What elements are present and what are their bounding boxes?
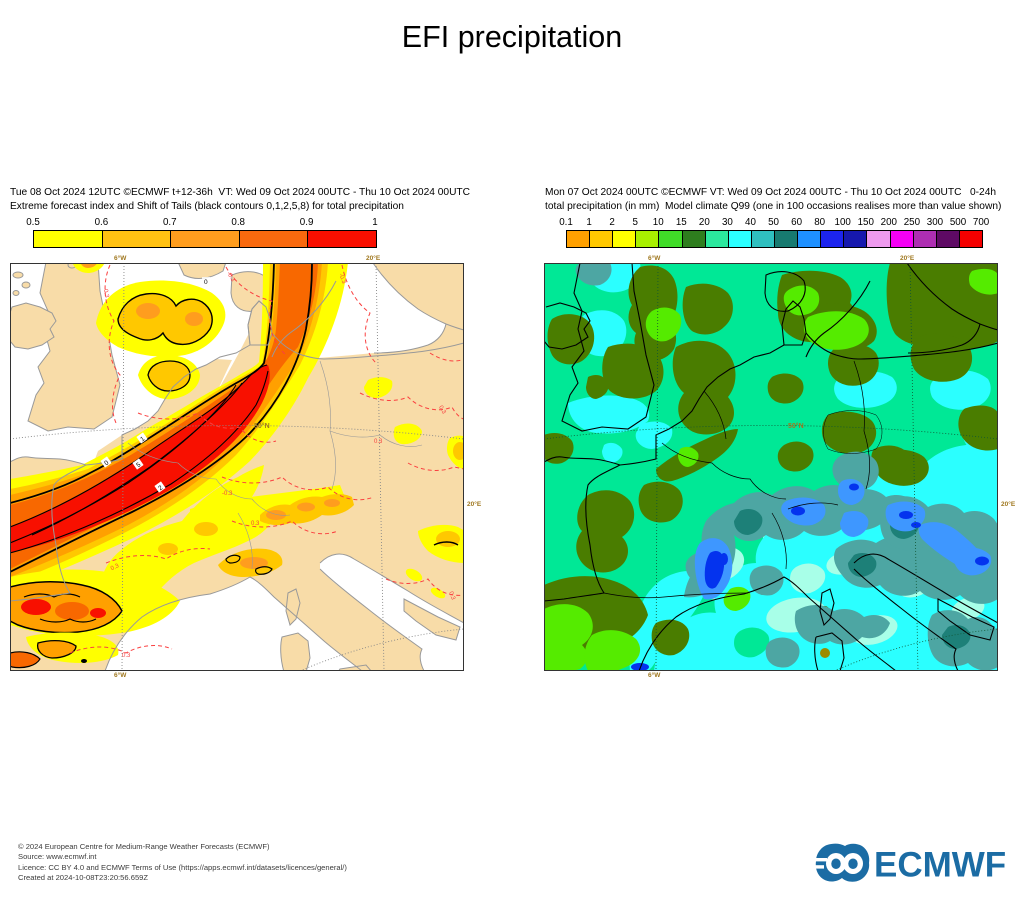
svg-text:-0.3: -0.3 (225, 271, 236, 284)
svg-text:-0.3: -0.3 (222, 491, 233, 497)
svg-text:0.3: 0.3 (122, 653, 131, 659)
svg-text:0.3: 0.3 (374, 439, 383, 445)
svg-text:50°N: 50°N (254, 422, 270, 430)
svg-text:2: 2 (157, 484, 164, 492)
svg-text:0.3: 0.3 (437, 405, 447, 416)
svg-text:50°N: 50°N (788, 422, 804, 430)
svg-text:0: 0 (204, 279, 208, 286)
svg-text:-0.3: -0.3 (102, 287, 110, 299)
svg-text:0: 0 (103, 459, 110, 467)
svg-text:1: 1 (139, 435, 146, 443)
svg-text:0.3: 0.3 (251, 521, 260, 527)
svg-text:-0.3: -0.3 (337, 273, 346, 285)
svg-text:0.3: 0.3 (447, 591, 456, 602)
svg-text:0.3: 0.3 (110, 563, 121, 572)
svg-text:ECMWF: ECMWF (874, 846, 1006, 885)
svg-text:5: 5 (135, 461, 142, 469)
